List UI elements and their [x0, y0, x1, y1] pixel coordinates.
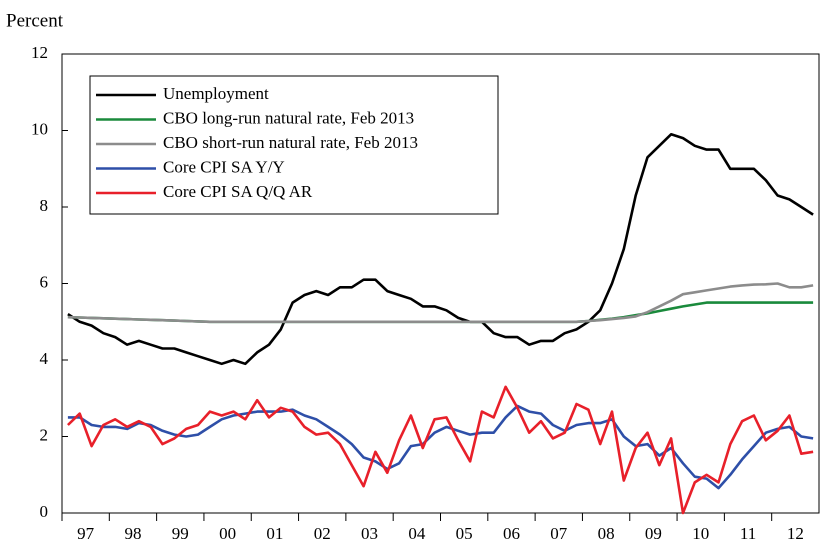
series-line — [67, 301, 814, 324]
y-tick-label: 8 — [40, 196, 49, 215]
x-tick-label: 05 — [456, 524, 473, 543]
x-tick-label: 11 — [740, 524, 756, 543]
series-line — [67, 404, 814, 490]
x-tick-label: 10 — [692, 524, 709, 543]
series-line — [67, 133, 814, 366]
series-line — [66, 385, 814, 515]
x-tick-label: 08 — [598, 524, 615, 543]
y-tick-label: 10 — [31, 119, 48, 138]
y-tick-label: 6 — [40, 272, 49, 291]
legend-label: CBO long-run natural rate, Feb 2013 — [163, 108, 414, 127]
x-tick-label: 03 — [361, 524, 378, 543]
y-tick-label: 4 — [40, 349, 49, 368]
x-tick-label: 97 — [77, 524, 95, 543]
series-line — [67, 282, 814, 324]
x-tick-label: 09 — [645, 524, 662, 543]
x-tick-label: 00 — [219, 524, 236, 543]
x-tick-label: 12 — [787, 524, 804, 543]
x-tick-label: 07 — [550, 524, 568, 543]
x-tick-label: 01 — [266, 524, 283, 543]
x-tick-label: 98 — [124, 524, 141, 543]
legend-label: Core CPI SA Q/Q AR — [163, 182, 313, 201]
legend-label: Core CPI SA Y/Y — [163, 157, 285, 176]
legend-box — [89, 75, 499, 215]
x-tick-label: 99 — [172, 524, 189, 543]
legend-label: Unemployment — [163, 84, 269, 103]
y-axis-label: Percent — [6, 10, 64, 31]
y-tick-label: 2 — [40, 425, 49, 444]
x-tick-label: 06 — [503, 524, 520, 543]
y-tick-label: 12 — [31, 43, 48, 62]
x-tick-label: 04 — [408, 524, 426, 543]
legend-label: CBO short-run natural rate, Feb 2013 — [163, 133, 418, 152]
x-tick-label: 02 — [314, 524, 331, 543]
y-tick-label: 0 — [40, 502, 49, 521]
